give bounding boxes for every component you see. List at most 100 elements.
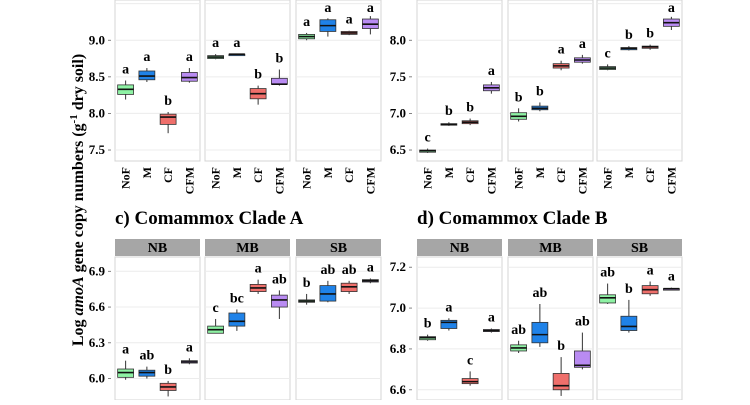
significance-letter: ab <box>511 323 526 338</box>
y-tick-label: 6.0 <box>89 371 105 386</box>
box-body <box>228 312 246 327</box>
x-category-label: CF <box>463 167 477 183</box>
x-category-label: CFM <box>664 167 678 194</box>
facet-panel <box>416 0 503 162</box>
x-category-label: NoF <box>119 167 133 189</box>
significance-letter: a <box>303 15 310 30</box>
significance-letter: ab <box>320 263 335 278</box>
x-category-label: CF <box>554 167 568 183</box>
box-nof: a NoF <box>298 15 315 189</box>
box-cf: b <box>159 363 177 397</box>
box-cfm: ab <box>574 315 591 370</box>
chart-d: d) Comammox Clade B6.66.87.07.2NBbacaMBa… <box>390 208 683 401</box>
box-cfm: a CFM <box>663 1 680 194</box>
y-tick-label: 6.8 <box>390 341 407 356</box>
significance-letter: b <box>466 101 474 116</box>
significance-letter: a <box>212 36 219 51</box>
box-cf: b CF <box>461 101 479 183</box>
x-category-label: CFM <box>272 167 286 194</box>
significance-letter: c <box>467 353 473 368</box>
significance-letter: a <box>324 1 331 16</box>
x-category-label: CFM <box>484 167 498 194</box>
box-body <box>440 319 458 329</box>
y-tick-label: 7.5 <box>89 142 106 157</box>
chart-c-title: c) Comammox Clade A <box>115 208 304 229</box>
box-m: bM <box>620 28 638 178</box>
significance-letter: b <box>625 28 633 43</box>
significance-letter: c <box>213 301 219 316</box>
facet-panel <box>596 0 683 162</box>
box-body <box>271 77 288 85</box>
significance-letter: a <box>647 264 654 279</box>
box-cf: a <box>249 262 267 294</box>
box-nof: b <box>419 317 436 341</box>
box-nof: a NoF <box>117 63 134 189</box>
box-m: bM <box>531 84 549 178</box>
chart-b: 6.57.07.58.0cNoFbMbCFaCFMbNoFbMaCFaCFMcN… <box>390 0 683 194</box>
x-category-label: NoF <box>209 167 223 189</box>
y-tick-label: 7.0 <box>390 300 406 315</box>
significance-letter: a <box>186 340 193 355</box>
y-axis-title-post: dry soil) <box>70 54 87 114</box>
significance-letter: ab <box>342 263 357 278</box>
box-m: aM <box>138 50 156 178</box>
significance-letter: a <box>668 1 675 16</box>
significance-letter: b <box>445 104 453 119</box>
significance-letter: a <box>668 270 675 285</box>
y-tick-label: 8.0 <box>89 105 105 120</box>
y-tick-label: 7.2 <box>390 259 406 274</box>
box-nof: a NoF <box>207 36 224 189</box>
facet-strip <box>205 239 290 256</box>
facet-panel <box>507 256 594 401</box>
box-m: aM <box>319 1 337 178</box>
x-category-label: M <box>230 167 244 178</box>
facet-panel <box>416 256 503 401</box>
facet-strip <box>115 239 200 256</box>
box-m: bM <box>440 104 458 178</box>
significance-letter: a <box>488 311 495 326</box>
box-m: ab <box>531 286 549 347</box>
x-category-label: M <box>533 167 547 178</box>
box-cf: c <box>461 353 479 386</box>
box-body <box>271 294 288 308</box>
significance-letter: a <box>143 50 150 65</box>
significance-letter: a <box>122 343 129 358</box>
significance-letter: a <box>367 260 374 275</box>
x-category-label: NoF <box>300 167 314 189</box>
y-tick-label: 6.5 <box>390 142 407 157</box>
box-cf: a CF <box>552 43 570 183</box>
box-cf: a <box>641 264 659 296</box>
y-tick-label: 6.3 <box>89 335 106 350</box>
significance-letter: b <box>424 317 432 332</box>
box-nof: a <box>117 343 134 380</box>
y-tick-label: 7.0 <box>390 105 406 120</box>
significance-letter: c <box>605 46 611 61</box>
box-cf: b CF <box>249 68 267 183</box>
box-cf: b <box>552 339 570 396</box>
y-axis-title-gene: amoA <box>70 276 87 315</box>
x-category-label: CF <box>342 167 356 183</box>
significance-letter: a <box>558 43 565 58</box>
significance-letter: b <box>646 27 654 42</box>
significance-letter: a <box>255 262 262 277</box>
box-nof: b <box>298 276 315 305</box>
significance-letter: a <box>122 63 129 78</box>
facet-strip-label: SB <box>631 241 648 256</box>
facet-strip <box>597 239 682 256</box>
box-cfm: a <box>362 260 379 284</box>
x-category-label: CFM <box>575 167 589 194</box>
box-nof: c NoF <box>599 46 616 189</box>
box-cfm: a CFM <box>574 37 591 194</box>
significance-letter: a <box>233 36 240 51</box>
significance-letter: b <box>275 52 283 67</box>
x-category-label: NoF <box>421 167 435 189</box>
x-category-label: M <box>442 167 456 178</box>
